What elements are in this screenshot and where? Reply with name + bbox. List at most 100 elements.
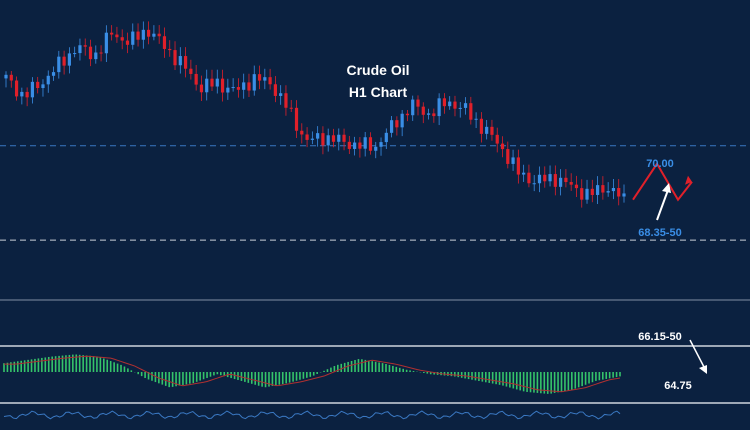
candle-body (564, 177, 568, 183)
candle-body (36, 81, 40, 89)
candle (189, 59, 193, 80)
candle-body (110, 32, 114, 35)
candle (236, 78, 241, 98)
candle (136, 23, 140, 47)
candle (347, 135, 351, 155)
candle-body (516, 157, 520, 175)
candle (405, 110, 410, 122)
candle (120, 29, 124, 50)
candle-body (522, 172, 526, 175)
candle (36, 76, 40, 94)
white-up-arrow (656, 189, 669, 221)
candle-body (199, 84, 204, 93)
candle-body (300, 130, 304, 135)
candle-body (257, 74, 262, 81)
candle-body (490, 126, 494, 135)
candle-body (532, 183, 536, 185)
candle-body (595, 185, 600, 195)
candle-body (220, 78, 225, 93)
candle (463, 97, 468, 115)
candle (553, 165, 557, 196)
candle (231, 78, 235, 92)
candle (25, 87, 29, 107)
candle (374, 141, 378, 159)
candle-body (548, 174, 552, 182)
candle (326, 128, 330, 152)
candle-body (342, 134, 346, 142)
candle-body (20, 91, 24, 97)
candle-body (590, 188, 594, 195)
candle (147, 21, 151, 45)
candle (257, 65, 262, 90)
candle (358, 137, 362, 158)
candle (300, 123, 304, 144)
candle-body (183, 56, 188, 69)
candle (152, 25, 156, 41)
candle (62, 50, 66, 75)
level-label: 66.15-50 (638, 331, 681, 343)
candle-body (458, 107, 462, 109)
candle (125, 32, 130, 54)
candle (479, 112, 483, 143)
candle-body (231, 87, 235, 89)
candle-body (236, 87, 241, 90)
candle (580, 179, 584, 208)
candle-body (580, 188, 584, 200)
candle-body (479, 118, 483, 134)
oscillator-line (3, 410, 621, 420)
candle-body (416, 99, 420, 107)
candle-body (14, 80, 19, 97)
candle-body (389, 120, 394, 133)
red-projection-path (632, 161, 693, 202)
candle (268, 68, 272, 90)
candle (67, 47, 71, 74)
candle-body (94, 52, 98, 60)
candle (115, 26, 119, 43)
candle-body (559, 177, 563, 187)
candle (485, 120, 489, 140)
candle (205, 69, 209, 101)
candle (622, 184, 626, 203)
chart-subtitle: H1 Chart (349, 84, 408, 100)
candle (448, 96, 452, 110)
candle (474, 112, 478, 129)
candle (469, 96, 473, 125)
level-label: 68.35-50 (638, 227, 681, 239)
candle (178, 47, 182, 74)
candle (14, 76, 19, 101)
candle-body (73, 53, 77, 55)
candle-body (115, 34, 119, 38)
candle (363, 131, 367, 157)
candle (220, 69, 225, 102)
candle (495, 127, 499, 153)
candle (490, 119, 494, 141)
candle (569, 173, 573, 191)
candle-body (585, 188, 589, 200)
candle (458, 102, 462, 118)
candle-body (99, 52, 103, 54)
candle (559, 169, 563, 196)
candle-body (601, 185, 605, 193)
candle-body (57, 56, 61, 73)
candle-body (432, 113, 436, 117)
candle (506, 141, 510, 169)
candle-body (379, 142, 383, 147)
candle (511, 149, 515, 171)
candle-body (363, 137, 367, 149)
candle (83, 38, 87, 56)
candle-body (347, 141, 351, 149)
chart-title: Crude Oil (346, 62, 409, 78)
candle-body (506, 149, 510, 164)
candle-body (78, 45, 82, 54)
candle (263, 68, 267, 90)
candle-body (62, 56, 66, 66)
candle (199, 75, 204, 102)
candle (99, 45, 103, 62)
candle (46, 70, 50, 93)
candle-body (152, 33, 156, 37)
candle (41, 79, 45, 97)
candle (522, 164, 526, 182)
candle-body (316, 133, 320, 139)
